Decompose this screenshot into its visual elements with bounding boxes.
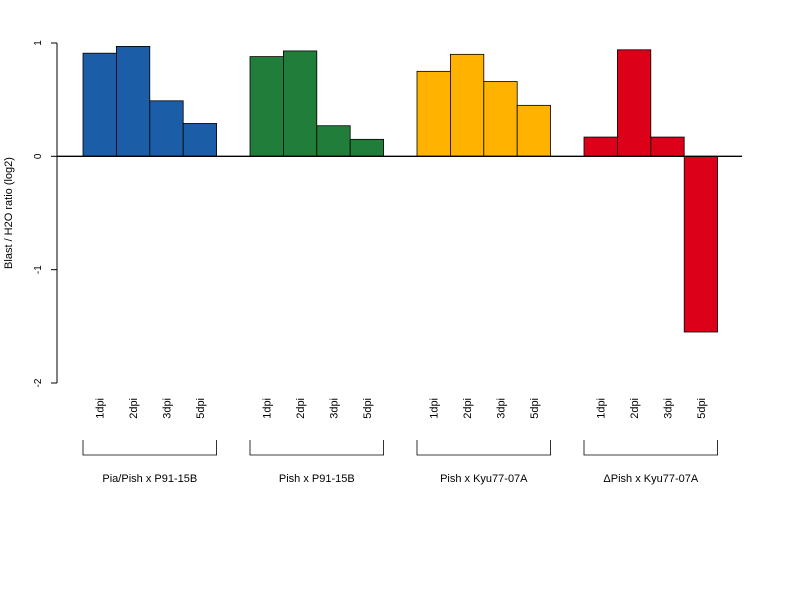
bar — [182, 123, 217, 157]
category-label: 1dpi — [429, 398, 441, 419]
category-label: 3dpi — [162, 398, 174, 419]
bar — [82, 52, 117, 157]
bar — [349, 138, 385, 157]
bar — [449, 53, 485, 157]
group-label: ΔPish x Kyu77-07A — [603, 473, 698, 485]
bar — [683, 155, 719, 333]
category-label: 3dpi — [329, 398, 341, 419]
category-label: 2dpi — [629, 398, 641, 419]
category-label: 1dpi — [262, 398, 274, 419]
bar — [249, 56, 284, 157]
bar — [516, 104, 552, 157]
category-label: 3dpi — [663, 398, 675, 419]
bar — [282, 50, 318, 157]
category-label: 1dpi — [596, 398, 608, 419]
category-labels: 1dpi 2dpi 3dpi 5dpi 1dpi 2dpi 3dpi 5dpi 1dpi 2dpi… — [95, 398, 708, 419]
y-tick-label: 0 — [33, 153, 44, 159]
bar — [650, 136, 685, 157]
bar — [316, 125, 351, 157]
group-bracket — [249, 440, 384, 456]
category-label: 5dpi — [696, 398, 708, 419]
y-axis: -2 -1 0 1 Blast / H2O ratio (log2) — [3, 40, 58, 387]
group-label: Pia/Pish x P91-15B — [102, 473, 197, 485]
group-bracket — [583, 440, 718, 456]
y-axis-label: Blast / H2O ratio (log2) — [3, 157, 15, 269]
category-label: 2dpi — [295, 398, 307, 419]
category-label: 3dpi — [496, 398, 508, 419]
bar — [416, 70, 451, 157]
group-label: Pish x P91-15B — [279, 473, 355, 485]
bar — [583, 136, 618, 157]
group-brackets: Pia/Pish x P91-15B Pish x P91-15B Pish x K… — [82, 440, 718, 485]
category-label: 1dpi — [95, 398, 107, 419]
y-tick-label: -2 — [33, 378, 44, 387]
y-tick-label: 1 — [33, 40, 44, 46]
group-bracket — [82, 440, 217, 456]
category-label: 2dpi — [128, 398, 140, 419]
category-label: 2dpi — [462, 398, 474, 419]
group-label: Pish x Kyu77-07A — [440, 473, 528, 485]
group-bracket — [416, 440, 551, 456]
bar — [116, 46, 151, 157]
y-ticks: -2 -1 0 1 — [33, 40, 57, 387]
category-label: 5dpi — [529, 398, 541, 419]
category-label: 5dpi — [362, 398, 374, 419]
bars — [82, 46, 719, 333]
bar — [617, 49, 652, 157]
bar — [483, 81, 518, 157]
category-label: 5dpi — [195, 398, 207, 419]
bar — [149, 100, 184, 157]
y-tick-label: -1 — [33, 265, 44, 274]
